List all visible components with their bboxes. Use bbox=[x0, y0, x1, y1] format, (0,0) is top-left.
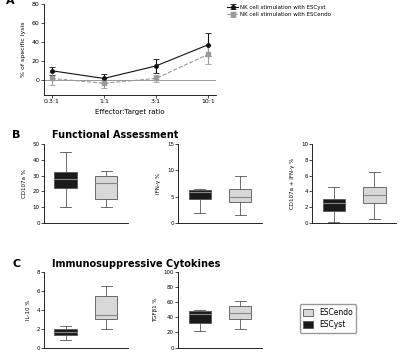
Y-axis label: CD107a + IFN-γ %: CD107a + IFN-γ % bbox=[290, 158, 296, 209]
PathPatch shape bbox=[323, 199, 345, 211]
PathPatch shape bbox=[188, 190, 211, 199]
Y-axis label: CD107a %: CD107a % bbox=[22, 169, 27, 198]
PathPatch shape bbox=[54, 329, 76, 335]
PathPatch shape bbox=[364, 188, 386, 203]
Text: C: C bbox=[12, 259, 20, 269]
PathPatch shape bbox=[54, 172, 76, 188]
X-axis label: Effector:Target ratio: Effector:Target ratio bbox=[95, 109, 165, 115]
Legend: ESCendo, ESCyst: ESCendo, ESCyst bbox=[300, 304, 356, 333]
Text: B: B bbox=[12, 130, 20, 140]
PathPatch shape bbox=[188, 311, 211, 323]
PathPatch shape bbox=[95, 176, 117, 199]
Y-axis label: TGFβ1 %: TGFβ1 % bbox=[153, 298, 158, 322]
Text: Immunosuppressive Cytokines: Immunosuppressive Cytokines bbox=[52, 259, 221, 269]
PathPatch shape bbox=[229, 189, 252, 202]
Text: Functional Assessment: Functional Assessment bbox=[52, 130, 179, 140]
Text: A: A bbox=[6, 0, 15, 6]
Y-axis label: IFN-γ %: IFN-γ % bbox=[156, 173, 161, 194]
PathPatch shape bbox=[229, 306, 252, 319]
Y-axis label: IL-10 %: IL-10 % bbox=[26, 300, 31, 320]
Y-axis label: % of specific lysis: % of specific lysis bbox=[22, 21, 26, 77]
PathPatch shape bbox=[95, 296, 117, 319]
Legend: NK cell stimulation with ESCyst, NK cell stimulation with ESCendo: NK cell stimulation with ESCyst, NK cell… bbox=[227, 5, 331, 17]
